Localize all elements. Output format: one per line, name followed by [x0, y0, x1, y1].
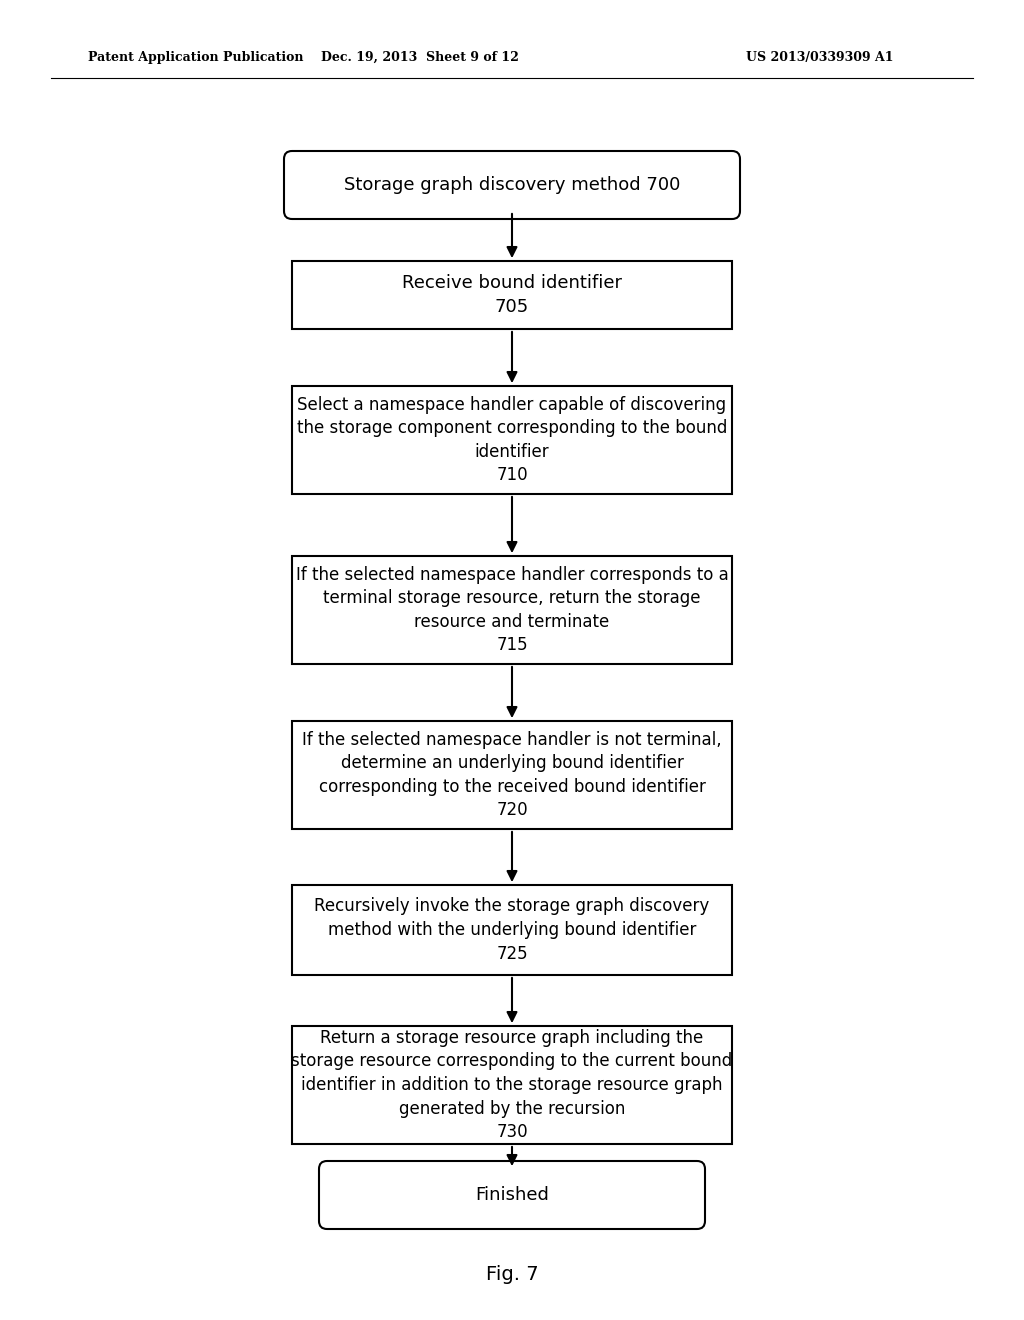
Bar: [292, 385, 732, 494]
Text: Recursively invoke the storage graph discovery
method with the underlying bound : Recursively invoke the storage graph dis…: [314, 898, 710, 962]
Bar: [292, 1026, 732, 1144]
Text: Fig. 7: Fig. 7: [485, 1266, 539, 1284]
Bar: [292, 721, 732, 829]
Text: Dec. 19, 2013  Sheet 9 of 12: Dec. 19, 2013 Sheet 9 of 12: [322, 50, 519, 63]
Bar: [292, 556, 732, 664]
Bar: [292, 884, 732, 975]
Text: Finished: Finished: [475, 1185, 549, 1204]
FancyBboxPatch shape: [284, 150, 740, 219]
Text: If the selected namespace handler corresponds to a
terminal storage resource, re: If the selected namespace handler corres…: [296, 565, 728, 655]
Text: Return a storage resource graph including the
storage resource corresponding to : Return a storage resource graph includin…: [292, 1028, 732, 1142]
Text: Select a namespace handler capable of discovering
the storage component correspo: Select a namespace handler capable of di…: [297, 396, 727, 484]
FancyBboxPatch shape: [319, 1162, 705, 1229]
Text: US 2013/0339309 A1: US 2013/0339309 A1: [746, 50, 894, 63]
Text: Storage graph discovery method 700: Storage graph discovery method 700: [344, 176, 680, 194]
Bar: [292, 261, 732, 329]
Text: Receive bound identifier
705: Receive bound identifier 705: [402, 275, 622, 315]
Text: If the selected namespace handler is not terminal,
determine an underlying bound: If the selected namespace handler is not…: [302, 730, 722, 820]
Text: Patent Application Publication: Patent Application Publication: [88, 50, 303, 63]
